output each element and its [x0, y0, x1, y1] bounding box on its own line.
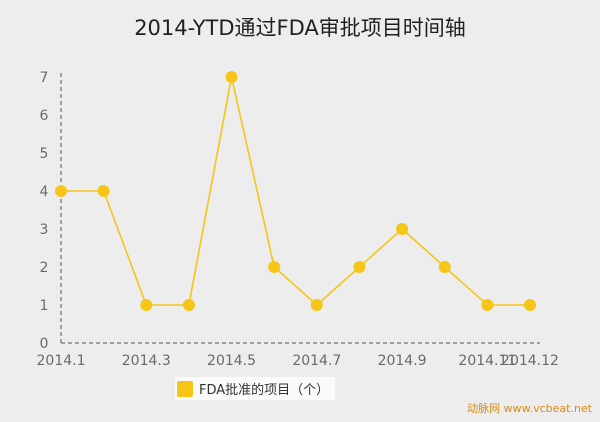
watermark: 动脉网 www.vcbeat.net: [467, 402, 592, 415]
data-point: [353, 261, 366, 273]
y-tick-label: 0: [40, 336, 49, 352]
data-point: [396, 223, 409, 235]
data-point: [310, 299, 323, 311]
x-tick-label: 2014.3: [122, 353, 171, 369]
data-point: [524, 299, 536, 311]
x-tick-label: 2014.9: [378, 353, 427, 369]
data-point: [225, 71, 238, 83]
y-tick-label: 1: [40, 298, 49, 314]
y-tick-label: 7: [40, 70, 49, 86]
data-point: [97, 185, 110, 197]
y-tick-label: 4: [40, 184, 49, 200]
x-tick-label: 2014.7: [292, 353, 341, 369]
x-tick-label: 2014.5: [207, 353, 256, 369]
x-tick-label: 2014.12: [501, 353, 559, 369]
x-tick-label: 2014.11: [458, 353, 516, 369]
y-tick-label: 5: [40, 146, 49, 162]
data-point: [438, 261, 451, 273]
data-point: [140, 299, 153, 311]
x-tick-label: 2014.1: [37, 353, 86, 369]
series-fda-approvals: [55, 71, 536, 311]
legend-swatch: [177, 380, 193, 397]
chart-title: 2014-YTD通过FDA审批项目时间轴: [134, 16, 466, 40]
data-point: [182, 299, 195, 311]
series-line: [61, 76, 530, 307]
data-point: [481, 299, 494, 311]
y-tick-label: 6: [40, 108, 49, 124]
chart-axes: [60, 73, 540, 344]
legend: FDA批准的项目（个）: [175, 377, 336, 400]
y-tick-label: 3: [40, 222, 49, 238]
tick-labels: 0 1 2 3 4 5 6 7 2014.1 2014.3 2014.5 2014.7 2014.9 20…: [37, 70, 559, 369]
y-tick-label: 2: [40, 260, 49, 276]
data-point: [55, 185, 67, 197]
data-point: [268, 261, 281, 273]
legend-label: FDA批准的项目（个）: [199, 383, 330, 398]
